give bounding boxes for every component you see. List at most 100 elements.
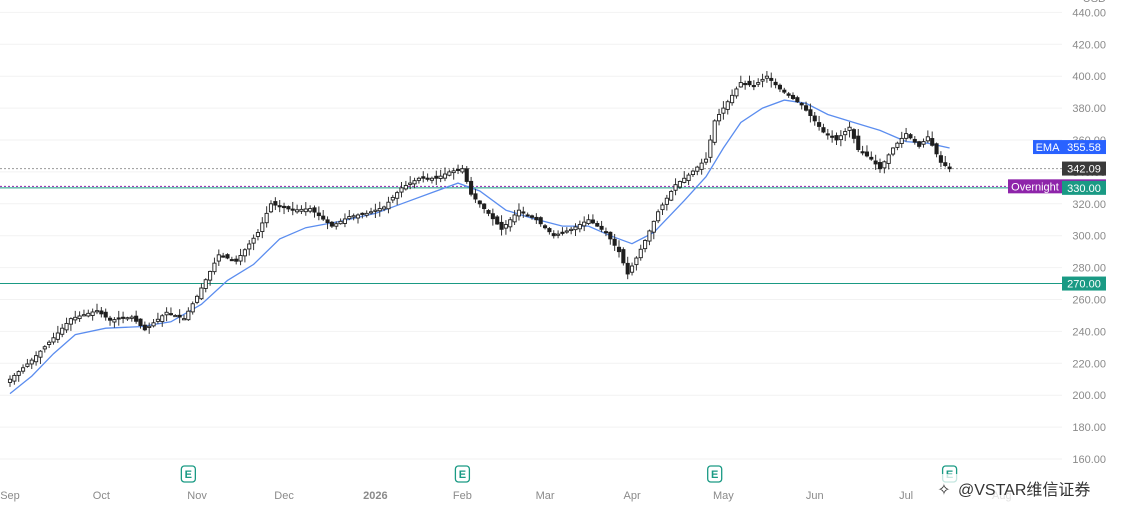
- candle[interactable]: [282, 205, 287, 209]
- candle[interactable]: [486, 210, 491, 214]
- candle[interactable]: [308, 208, 313, 212]
- candle[interactable]: [799, 102, 804, 106]
- candle[interactable]: [64, 322, 69, 331]
- candle[interactable]: [682, 177, 687, 183]
- candle[interactable]: [186, 310, 191, 321]
- candle[interactable]: [912, 138, 917, 143]
- candle[interactable]: [216, 254, 221, 262]
- candle[interactable]: [142, 324, 147, 331]
- candle[interactable]: [412, 180, 417, 185]
- candle[interactable]: [386, 201, 391, 210]
- candle[interactable]: [416, 177, 421, 181]
- candle[interactable]: [934, 143, 939, 155]
- candle[interactable]: [938, 155, 943, 163]
- candle[interactable]: [556, 233, 561, 236]
- candle[interactable]: [390, 196, 395, 201]
- candle[interactable]: [943, 162, 948, 166]
- candle[interactable]: [760, 78, 765, 82]
- candle[interactable]: [395, 192, 400, 199]
- candle[interactable]: [569, 228, 574, 231]
- candle[interactable]: [277, 205, 282, 208]
- candle[interactable]: [77, 315, 82, 320]
- candle[interactable]: [147, 325, 152, 328]
- candle[interactable]: [160, 315, 165, 323]
- candle[interactable]: [251, 237, 256, 244]
- candle[interactable]: [582, 221, 587, 227]
- candle[interactable]: [560, 231, 565, 234]
- candle[interactable]: [212, 262, 217, 273]
- candle[interactable]: [864, 151, 869, 157]
- candle[interactable]: [456, 168, 461, 171]
- candle[interactable]: [107, 317, 113, 321]
- candle[interactable]: [930, 138, 935, 146]
- candle[interactable]: [464, 168, 469, 182]
- candle[interactable]: [534, 216, 539, 221]
- candle[interactable]: [860, 151, 865, 154]
- candle[interactable]: [438, 175, 443, 179]
- candle[interactable]: [677, 181, 682, 188]
- candle[interactable]: [721, 107, 726, 114]
- candle[interactable]: [690, 170, 695, 176]
- candle[interactable]: [121, 316, 126, 319]
- candle[interactable]: [891, 147, 896, 155]
- candle[interactable]: [303, 208, 308, 213]
- candle[interactable]: [673, 184, 678, 191]
- candle[interactable]: [377, 208, 382, 212]
- candle[interactable]: [68, 318, 73, 325]
- candle[interactable]: [221, 255, 226, 258]
- candle[interactable]: [738, 82, 743, 88]
- candle[interactable]: [103, 311, 108, 318]
- candle[interactable]: [125, 317, 130, 320]
- candle[interactable]: [590, 219, 595, 224]
- candle[interactable]: [12, 374, 17, 382]
- candle[interactable]: [364, 212, 369, 216]
- candle[interactable]: [16, 371, 21, 376]
- candle[interactable]: [834, 135, 839, 141]
- candle[interactable]: [769, 77, 774, 81]
- candle[interactable]: [725, 101, 730, 110]
- candle[interactable]: [225, 254, 230, 259]
- candle[interactable]: [695, 166, 700, 172]
- candle[interactable]: [525, 214, 530, 217]
- earnings-marker[interactable]: [707, 465, 723, 483]
- candle[interactable]: [786, 93, 791, 96]
- candle[interactable]: [547, 228, 552, 233]
- candle[interactable]: [21, 367, 26, 372]
- candle[interactable]: [229, 259, 234, 262]
- candle[interactable]: [469, 180, 474, 195]
- candle[interactable]: [325, 219, 330, 224]
- candle[interactable]: [756, 82, 761, 85]
- candle[interactable]: [777, 84, 782, 90]
- candle[interactable]: [434, 175, 439, 179]
- candle[interactable]: [234, 258, 239, 262]
- candle[interactable]: [173, 315, 178, 318]
- candle[interactable]: [573, 226, 578, 231]
- candle[interactable]: [38, 350, 43, 358]
- candle[interactable]: [804, 105, 809, 111]
- candle[interactable]: [360, 212, 365, 215]
- candle[interactable]: [516, 209, 521, 217]
- candle[interactable]: [764, 75, 769, 79]
- candle[interactable]: [821, 127, 826, 133]
- candle[interactable]: [656, 211, 661, 222]
- candle[interactable]: [925, 136, 930, 142]
- candle[interactable]: [299, 208, 304, 212]
- candle[interactable]: [551, 233, 556, 237]
- candle[interactable]: [647, 230, 652, 242]
- candle[interactable]: [630, 265, 635, 273]
- candle[interactable]: [495, 216, 500, 225]
- candle[interactable]: [155, 318, 160, 322]
- candle[interactable]: [773, 81, 778, 86]
- candle[interactable]: [181, 318, 187, 321]
- candle[interactable]: [686, 174, 691, 182]
- candle[interactable]: [529, 215, 535, 218]
- candle[interactable]: [751, 84, 756, 88]
- candle[interactable]: [47, 341, 52, 345]
- candle[interactable]: [730, 94, 735, 104]
- candle[interactable]: [521, 211, 526, 214]
- candle[interactable]: [295, 209, 300, 213]
- candle[interactable]: [260, 222, 265, 232]
- candle[interactable]: [321, 215, 326, 220]
- candle[interactable]: [334, 223, 339, 227]
